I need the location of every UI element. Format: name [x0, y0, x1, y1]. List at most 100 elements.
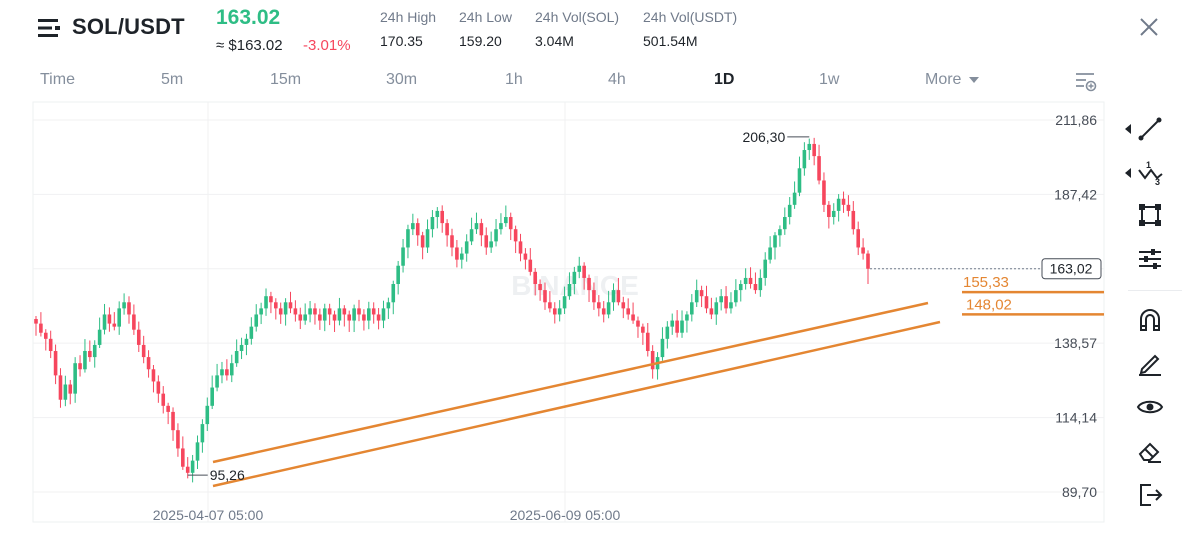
candle-body	[229, 363, 234, 376]
candle-body	[533, 271, 537, 285]
candle-body	[851, 210, 856, 230]
y-tick-label: 187,42	[1054, 186, 1097, 202]
candle-body	[136, 329, 141, 345]
candle-body	[92, 344, 97, 358]
pencil-icon[interactable]	[1136, 349, 1164, 377]
close-icon[interactable]	[1138, 16, 1160, 38]
high-label: 206,30	[742, 129, 785, 145]
candle-body	[694, 290, 699, 303]
line-draw-icon[interactable]	[1136, 115, 1164, 143]
candle-body	[836, 198, 841, 211]
caret-left-icon[interactable]	[1124, 168, 1132, 178]
candle-body	[773, 235, 777, 248]
candle-body	[166, 405, 170, 412]
candle-body	[866, 253, 870, 269]
low-label: 95,26	[210, 467, 245, 483]
level-label: 148,02	[966, 296, 1012, 313]
candle-body	[719, 296, 723, 303]
candle-body	[743, 277, 748, 285]
candle-body	[376, 314, 381, 321]
candle-body	[210, 387, 214, 406]
symbol-title[interactable]: SOL/USDT	[72, 14, 185, 39]
caret-down-icon	[968, 76, 979, 83]
candle-body	[685, 314, 689, 321]
tab-more[interactable]: More	[925, 71, 979, 89]
fibonacci-tool-icon[interactable]: 1 3	[1136, 158, 1164, 186]
market-header: SOL/USDT 163.02 ≈ $163.02 -3.01% 24h Hig…	[0, 0, 1199, 62]
candle-body	[430, 217, 435, 230]
candle-body	[254, 314, 259, 327]
candle-body	[406, 229, 410, 248]
candle-body	[807, 143, 812, 151]
candle-body	[327, 308, 332, 315]
candle-body	[381, 308, 386, 321]
x-tick-label: 2025-04-07 05:00	[153, 507, 264, 523]
candle-body	[445, 223, 449, 236]
tab-15m[interactable]: 15m	[270, 71, 302, 88]
candle-body	[626, 308, 630, 315]
candle-body	[650, 351, 655, 370]
indicator-settings-icon[interactable]	[1136, 245, 1164, 273]
candle-body	[362, 314, 366, 321]
candle-body	[704, 296, 709, 309]
candle-body	[670, 320, 675, 327]
candle-body	[538, 284, 542, 291]
tab-1d[interactable]: 1D	[714, 71, 735, 88]
y-tick-label: 89,70	[1062, 484, 1097, 500]
candle-body	[332, 314, 337, 321]
candle-body	[587, 277, 591, 291]
candle-body	[641, 326, 645, 333]
candle-body	[548, 302, 552, 309]
candle-body	[518, 241, 523, 254]
candle-body	[43, 332, 48, 339]
eye-icon[interactable]	[1136, 393, 1164, 421]
candle-body	[738, 284, 743, 291]
candle-body	[53, 351, 58, 376]
candle-body	[783, 217, 787, 230]
price-change: -3.01%	[303, 37, 351, 54]
trendline-lower[interactable]	[212, 320, 941, 488]
candle-body	[621, 302, 626, 309]
trendline-upper[interactable]	[212, 301, 929, 464]
candle-body	[709, 308, 714, 315]
candle-body	[48, 338, 53, 352]
candle-body	[552, 308, 557, 315]
menu-logo-icon[interactable]	[38, 17, 62, 39]
candle-body	[484, 235, 489, 248]
tab-4h[interactable]: 4h	[608, 71, 626, 88]
candle-body	[724, 296, 728, 309]
candle-body	[734, 290, 738, 303]
current-price-label: 163,02	[1050, 261, 1093, 277]
tab-time[interactable]: Time	[40, 71, 75, 88]
interval-tabs: Time 5m 15m 30m 1h 4h 1D 1w More	[0, 66, 1110, 96]
candle-body	[592, 290, 596, 303]
candle-body	[303, 314, 307, 321]
eraser-icon[interactable]	[1136, 437, 1164, 465]
tab-5m[interactable]: 5m	[161, 71, 184, 88]
stat-value: 159.20	[459, 33, 502, 49]
candle-body	[371, 308, 376, 315]
tab-1h[interactable]: 1h	[505, 71, 523, 88]
tab-1w[interactable]: 1w	[819, 71, 840, 88]
candle-body	[489, 241, 493, 248]
candle-body	[239, 344, 244, 352]
candle-body	[313, 308, 317, 315]
stat-24h-vol-usdt: 24h Vol(USDT) 501.54M	[643, 9, 737, 49]
candle-body	[841, 198, 846, 205]
shape-tool-icon[interactable]	[1136, 201, 1164, 229]
candle-body	[562, 296, 567, 309]
chart-settings-icon[interactable]	[1074, 70, 1098, 94]
magnet-icon[interactable]	[1136, 306, 1164, 334]
candle-body	[822, 180, 826, 205]
stat-24h-high: 24h High 170.35	[380, 9, 436, 49]
tab-30m[interactable]: 30m	[386, 71, 418, 88]
candle-body	[181, 448, 185, 467]
candle-body	[802, 150, 807, 169]
candle-body	[337, 308, 342, 321]
candle-body	[611, 290, 616, 303]
caret-left-icon[interactable]	[1124, 124, 1132, 134]
exit-icon[interactable]	[1136, 481, 1164, 509]
last-price: 163.02	[216, 6, 281, 29]
price-chart[interactable]: BINANCE 155,33 148,02 211,86 187,42 138,57 1…	[0, 96, 1110, 538]
